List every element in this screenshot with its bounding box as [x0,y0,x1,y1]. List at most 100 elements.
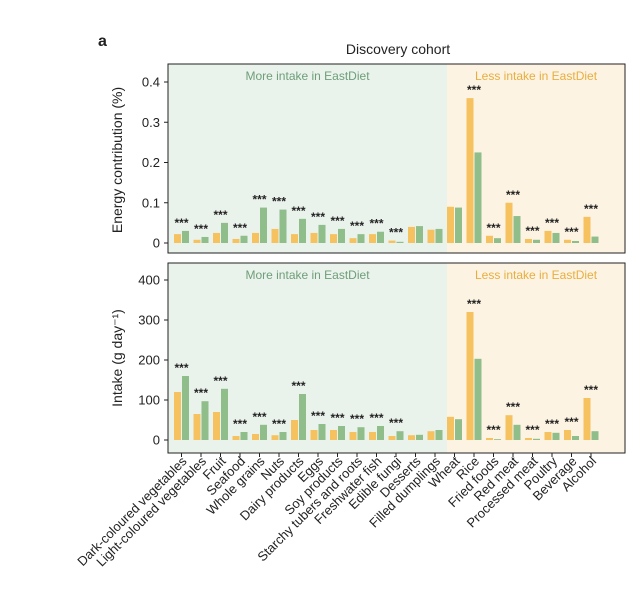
more-intake-label: More intake in EastDiet [245,69,370,83]
bar-control [564,239,571,243]
significance-marker: *** [174,216,188,230]
significance-marker: *** [350,219,364,233]
bar-control [174,234,181,243]
bar-control [447,206,454,243]
significance-marker: *** [486,221,500,235]
more-intake-region [168,263,447,453]
bar-control [505,202,513,243]
bar-eastdiet [338,228,345,243]
bar-control [388,436,396,440]
significance-marker: *** [486,423,500,437]
bar-control [213,232,220,243]
bar-eastdiet [182,376,189,440]
bar-control [369,234,376,243]
significance-marker: *** [369,411,383,425]
bar-control [408,226,415,243]
bar-control [544,230,552,243]
plot-frame [167,63,626,254]
bar-eastdiet [299,394,306,440]
bar-eastdiet [260,424,267,440]
significance-marker: *** [350,412,364,426]
bar-eastdiet [396,431,404,440]
significance-marker: *** [545,216,559,230]
significance-marker: *** [467,297,481,311]
significance-marker: *** [311,210,325,224]
bar-control [466,312,474,440]
bar-eastdiet [572,240,579,243]
bar-control [505,415,513,440]
y-axis-label: Intake (g day⁻¹) [109,309,125,407]
bar-eastdiet [435,430,443,440]
bar-control [193,239,201,243]
significance-marker: *** [545,417,559,431]
bar-control [427,431,435,440]
bar-eastdiet [494,439,501,440]
bar-control [525,438,532,440]
bar-control [583,216,591,243]
y-tick-label: 0.3 [142,115,160,130]
significance-marker: *** [233,221,247,235]
bar-eastdiet [474,152,482,243]
significance-marker: *** [584,383,598,397]
significance-marker: *** [330,411,344,425]
significance-marker: *** [389,226,403,240]
bar-control [525,238,532,243]
y-tick-label: 0 [153,236,160,251]
significance-marker: *** [233,417,247,431]
bar-eastdiet [260,207,267,243]
bar-eastdiet [201,401,209,440]
bar-eastdiet [552,232,560,243]
bar-control [232,436,240,440]
bar-eastdiet [279,432,287,440]
bar-eastdiet [455,207,462,243]
bar-control [291,420,298,440]
bar-eastdiet [552,432,560,440]
bar-eastdiet [357,234,365,243]
bar-control [310,232,318,243]
significance-marker: *** [213,374,227,388]
bar-control [213,412,220,440]
significance-marker: *** [252,193,266,207]
bar-control [447,416,454,440]
bar-eastdiet [240,235,248,243]
bar-control [271,228,279,243]
significance-marker: *** [194,222,208,236]
bar-control [271,435,279,440]
significance-marker: *** [506,188,520,202]
bar-eastdiet [201,236,209,243]
significance-marker: *** [389,416,403,430]
bar-eastdiet [221,388,228,440]
category-label: Light-coloured vegetables [93,453,209,569]
y-tick-label: 300 [138,313,160,328]
bar-control [252,434,259,440]
bar-control [583,398,591,440]
y-tick-label: 0.1 [142,195,160,210]
category-label: Dark-coloured vegetables [74,453,190,569]
y-tick-label: 0.2 [142,155,160,170]
bar-eastdiet [221,222,228,243]
bar-eastdiet [474,358,482,440]
bar-control [408,435,415,440]
panel-label: a [98,33,107,50]
y-tick-label: 0.4 [142,75,160,90]
bar-eastdiet [338,426,345,440]
significance-marker: *** [291,204,305,218]
bar-eastdiet [416,226,423,243]
bar-eastdiet [318,224,326,243]
bar-control [349,238,357,243]
figure-title: Discovery cohort [346,41,450,57]
bar-control [388,240,396,243]
significance-marker: *** [272,417,286,431]
bar-control [564,430,571,440]
bar-eastdiet [572,436,579,440]
significance-marker: *** [291,379,305,393]
bar-eastdiet [279,209,287,243]
y-tick-label: 400 [138,273,160,288]
bar-eastdiet [416,434,423,440]
significance-marker: *** [467,83,481,97]
bar-eastdiet [533,239,540,243]
bar-control [330,234,337,243]
bar-eastdiet [591,431,599,440]
